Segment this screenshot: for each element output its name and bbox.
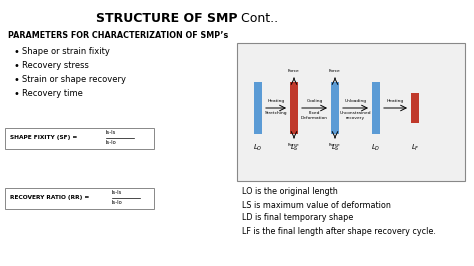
Text: Deformation: Deformation <box>301 116 328 120</box>
Text: $L_S$: $L_S$ <box>290 143 299 153</box>
Text: •: • <box>14 75 20 85</box>
Bar <box>411 93 419 123</box>
Bar <box>331 82 339 134</box>
Text: LF is the final length after shape recovery cycle.: LF is the final length after shape recov… <box>242 227 436 235</box>
Text: $L_O$: $L_O$ <box>253 143 263 153</box>
Text: PARAMETERS FOR CHARACTERIZATION OF SMP’s: PARAMETERS FOR CHARACTERIZATION OF SMP’s <box>8 31 228 40</box>
Text: Cont..: Cont.. <box>237 12 278 25</box>
Text: Heating: Heating <box>387 99 404 103</box>
Text: SHAPE FIXITY (SF) =: SHAPE FIXITY (SF) = <box>10 135 79 140</box>
Text: STRUCTURE OF SMP: STRUCTURE OF SMP <box>95 12 237 25</box>
Text: Unloading: Unloading <box>345 99 366 103</box>
Text: Recovery time: Recovery time <box>22 89 83 98</box>
Text: ls-lo: ls-lo <box>106 140 117 146</box>
Text: Force: Force <box>329 143 341 147</box>
Text: ls-lo: ls-lo <box>112 201 123 206</box>
Text: $L_S$: $L_S$ <box>330 143 339 153</box>
Text: Fixed: Fixed <box>309 111 320 115</box>
Text: Shape or strain fixity: Shape or strain fixity <box>22 48 110 56</box>
Text: Force: Force <box>329 69 341 73</box>
Text: LD is final temporary shape: LD is final temporary shape <box>242 214 353 222</box>
Text: •: • <box>14 61 20 71</box>
Bar <box>372 82 380 134</box>
Bar <box>254 82 262 134</box>
Text: Force: Force <box>288 143 300 147</box>
Text: Unconstrained: Unconstrained <box>340 111 371 115</box>
Text: •: • <box>14 47 20 57</box>
Text: RECOVERY RATIO (RR) =: RECOVERY RATIO (RR) = <box>10 196 91 201</box>
Text: ls-ls: ls-ls <box>106 131 117 135</box>
Text: •: • <box>14 89 20 99</box>
Text: recovery: recovery <box>346 116 365 120</box>
Text: LS is maximum value of deformation: LS is maximum value of deformation <box>242 201 391 210</box>
Text: Heating: Heating <box>267 99 284 103</box>
Text: Force: Force <box>288 69 300 73</box>
Text: Cooling: Cooling <box>306 99 323 103</box>
FancyBboxPatch shape <box>6 127 155 148</box>
Text: $L_F$: $L_F$ <box>410 143 419 153</box>
Text: LO is the original length: LO is the original length <box>242 188 338 197</box>
Text: Recovery stress: Recovery stress <box>22 61 89 70</box>
Text: ls-ls: ls-ls <box>112 190 122 196</box>
Text: Stretching: Stretching <box>264 111 287 115</box>
Text: Strain or shape recovery: Strain or shape recovery <box>22 76 126 85</box>
Bar <box>237 43 465 181</box>
Text: $L_D$: $L_D$ <box>371 143 381 153</box>
Bar <box>290 82 298 134</box>
FancyBboxPatch shape <box>6 188 155 209</box>
